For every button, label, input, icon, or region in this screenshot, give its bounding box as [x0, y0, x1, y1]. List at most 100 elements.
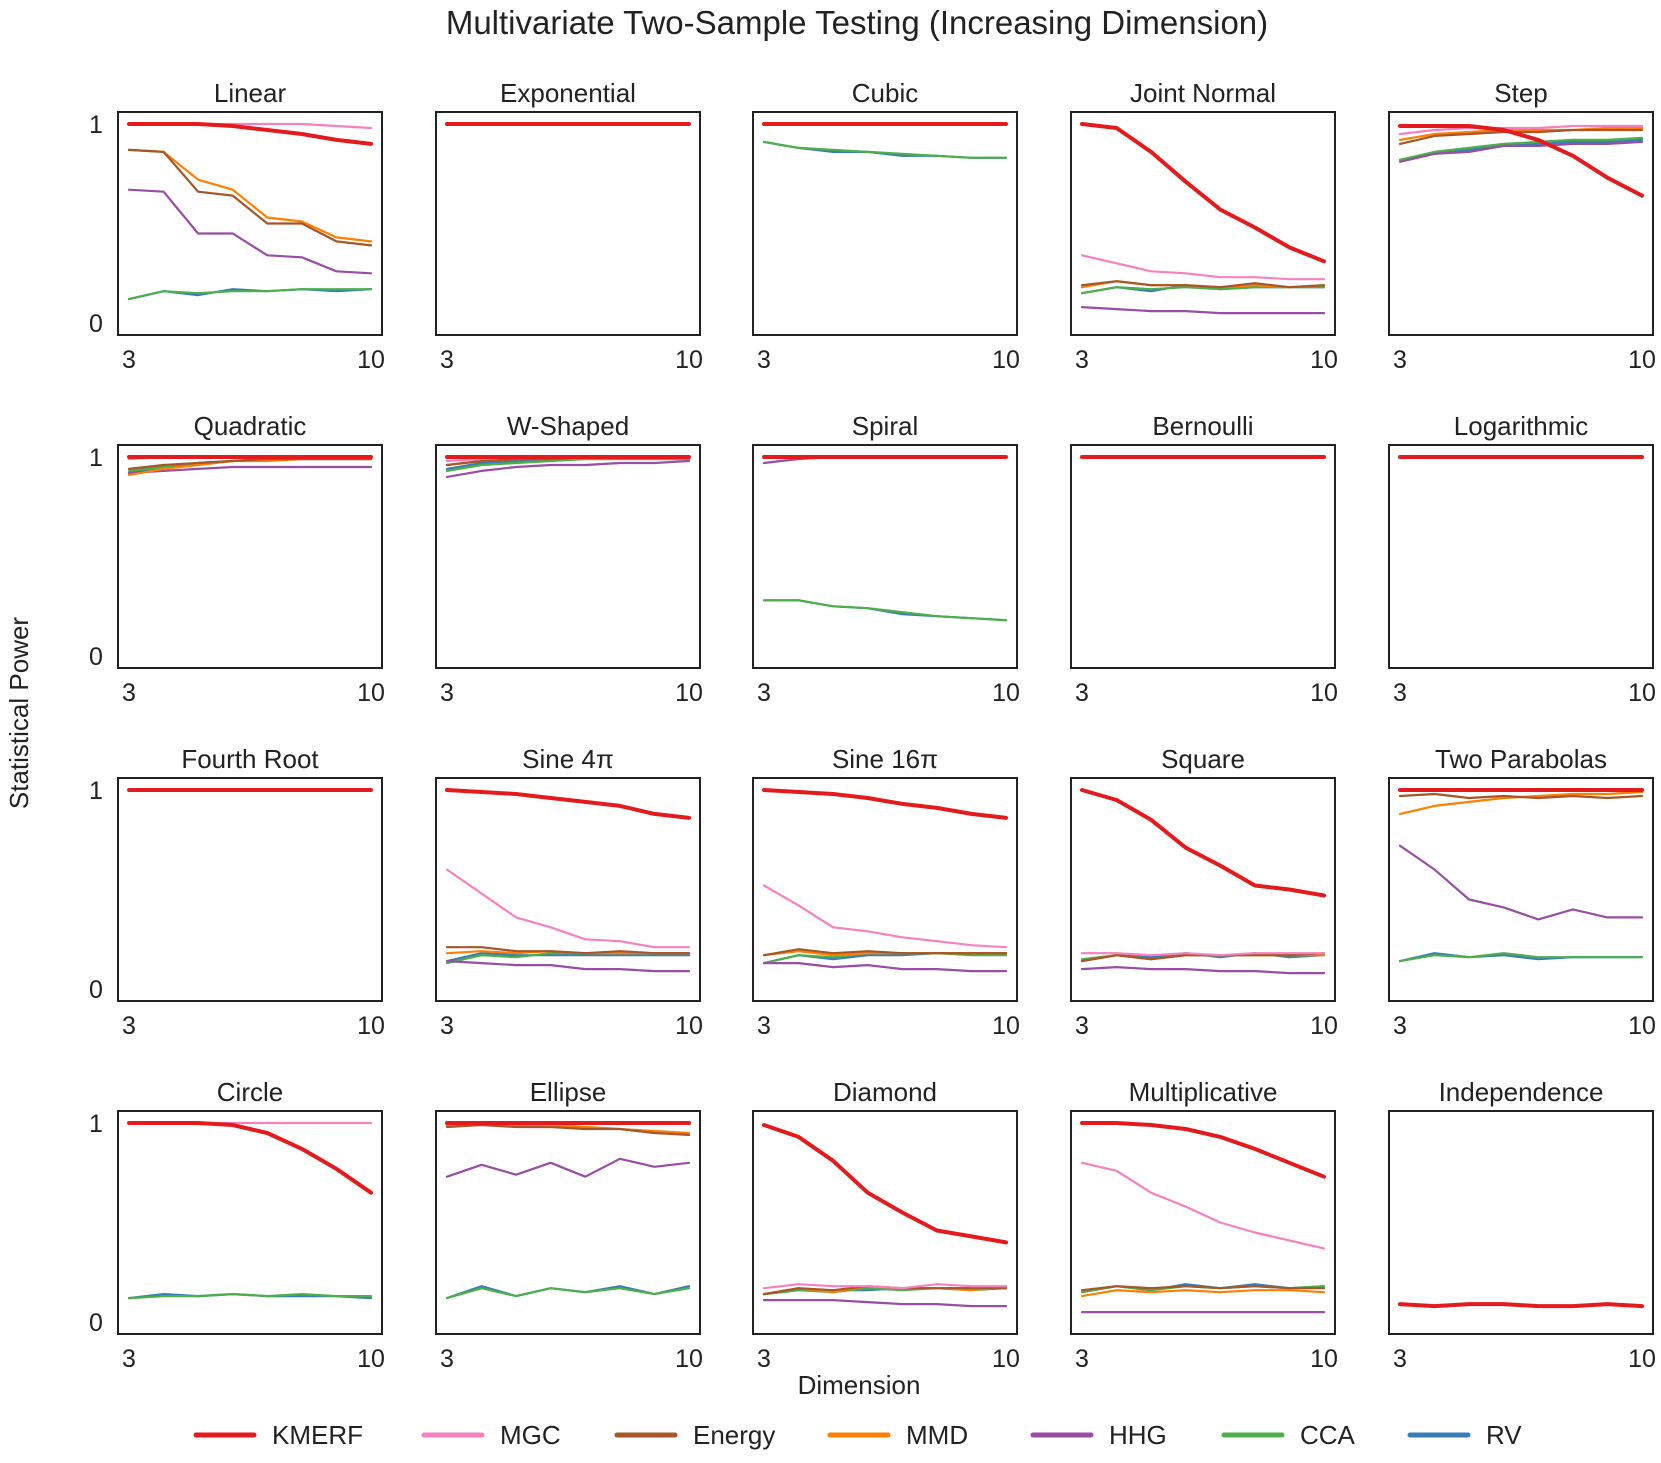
x-tick-label: 10 [675, 346, 703, 374]
y-tick-label: 0 [89, 310, 103, 338]
x-tick-label: 10 [992, 1345, 1020, 1373]
panel-frame [1070, 444, 1336, 669]
line-hhg [1080, 306, 1326, 315]
y-tick-label: 0 [89, 1309, 103, 1337]
legend-item-kmerf: KMERF [193, 1420, 363, 1450]
panel-frame [435, 1110, 701, 1335]
panel-title: Sine 16π [832, 744, 938, 774]
panel-multiplicative: Multiplicative 3 10 [1070, 1077, 1338, 1373]
legend-item-energy: Energy [614, 1420, 775, 1450]
panel-square: Square 3 10 [1070, 744, 1338, 1040]
line-energy [445, 1123, 691, 1136]
panel-frame [117, 1110, 383, 1335]
panel-frame [752, 777, 1018, 1002]
panel-frame [1388, 1110, 1654, 1335]
x-tick-label: 3 [122, 346, 136, 374]
legend: KMERF MGC Energy MMD HHG CCA RV [193, 1420, 1522, 1450]
x-tick-label: 3 [122, 679, 136, 707]
panel-frame [752, 444, 1018, 669]
line-mmd [1080, 1289, 1326, 1298]
x-tick-label: 10 [675, 679, 703, 707]
line-hhg [762, 1299, 1008, 1308]
x-tick-label: 10 [357, 346, 385, 374]
panel-title: Two Parabolas [1435, 744, 1607, 774]
x-tick-label: 3 [1075, 346, 1089, 374]
panel-frame [1388, 111, 1654, 336]
panel-cubic: Cubic 3 10 [752, 78, 1020, 374]
panel-independence: Independence 3 10 [1388, 1077, 1656, 1373]
x-tick-label: 3 [1393, 1012, 1407, 1040]
y-tick-label: 1 [89, 111, 103, 139]
x-tick-label: 3 [757, 679, 771, 707]
line-hhg [445, 459, 691, 478]
x-tick-label: 10 [675, 1012, 703, 1040]
line-energy [762, 948, 1008, 957]
line-cca [445, 1287, 691, 1300]
legend-item-hhg: HHG [1030, 1420, 1167, 1450]
x-tick-label: 3 [1393, 346, 1407, 374]
line-mgc [1398, 124, 1644, 136]
line-kmerf [445, 788, 691, 820]
legend-label: RV [1486, 1420, 1522, 1450]
line-energy [127, 148, 373, 247]
x-tick-label: 10 [357, 679, 385, 707]
line-cca [1398, 952, 1644, 963]
line-kmerf [762, 788, 1008, 820]
line-hhg [445, 960, 691, 973]
panel-title: Exponential [500, 78, 636, 108]
panel-title: Independence [1439, 1077, 1604, 1107]
x-tick-label: 3 [440, 1012, 454, 1040]
panel-exponential: Exponential 3 10 [435, 78, 703, 374]
x-tick-label: 3 [1075, 1345, 1089, 1373]
panel-title: Step [1494, 78, 1548, 108]
x-tick-label: 10 [357, 1345, 385, 1373]
x-tick-label: 10 [1310, 1345, 1338, 1373]
panel-sine-4pi: Sine 4π 3 10 [435, 744, 703, 1040]
panel-frame [117, 777, 383, 1002]
panel-title: Diamond [833, 1077, 937, 1107]
x-tick-label: 3 [440, 346, 454, 374]
panel-quadratic: Quadratic 3 10 0 1 [89, 411, 385, 707]
x-tick-label: 3 [1393, 679, 1407, 707]
legend-item-mmd: MMD [827, 1420, 968, 1450]
x-tick-label: 10 [1628, 1012, 1656, 1040]
x-tick-label: 3 [757, 346, 771, 374]
line-mgc [1080, 952, 1326, 957]
line-kmerf [1398, 1302, 1644, 1309]
line-energy [1080, 1285, 1326, 1292]
panel-diamond: Diamond 3 10 [752, 1077, 1020, 1373]
panel-title: Square [1161, 744, 1245, 774]
x-tick-label: 3 [757, 1012, 771, 1040]
panel-frame [1070, 111, 1336, 336]
legend-label: MGC [500, 1420, 561, 1450]
x-tick-label: 3 [122, 1012, 136, 1040]
line-cca [762, 140, 1008, 159]
line-rv [445, 952, 691, 963]
panel-fourth-root: Fourth Root 3 10 0 1 [89, 744, 385, 1040]
panel-step: Step 3 10 [1388, 78, 1656, 374]
line-cca [1398, 136, 1644, 161]
y-tick-label: 1 [89, 444, 103, 472]
y-tick-label: 0 [89, 976, 103, 1004]
x-tick-label: 3 [1075, 679, 1089, 707]
x-tick-label: 3 [757, 1345, 771, 1373]
panel-frame [1388, 777, 1654, 1002]
line-kmerf [762, 1123, 1008, 1245]
x-tick-label: 10 [992, 679, 1020, 707]
line-cca [127, 288, 373, 301]
line-mgc [1080, 254, 1326, 281]
panel-frame [1070, 777, 1336, 1002]
panel-title: Joint Normal [1130, 78, 1276, 108]
line-hhg [127, 465, 373, 474]
line-hhg [445, 1157, 691, 1178]
panel-frame [752, 111, 1018, 336]
panel-title: Logarithmic [1454, 411, 1588, 441]
panel-frame [1070, 1110, 1336, 1335]
legend-label: MMD [906, 1420, 968, 1450]
x-tick-label: 3 [440, 679, 454, 707]
panel-w-shaped: W-Shaped 3 10 [435, 411, 703, 707]
y-axis-label: Statistical Power [4, 617, 34, 810]
line-kmerf [1080, 788, 1326, 898]
line-hhg [127, 188, 373, 275]
